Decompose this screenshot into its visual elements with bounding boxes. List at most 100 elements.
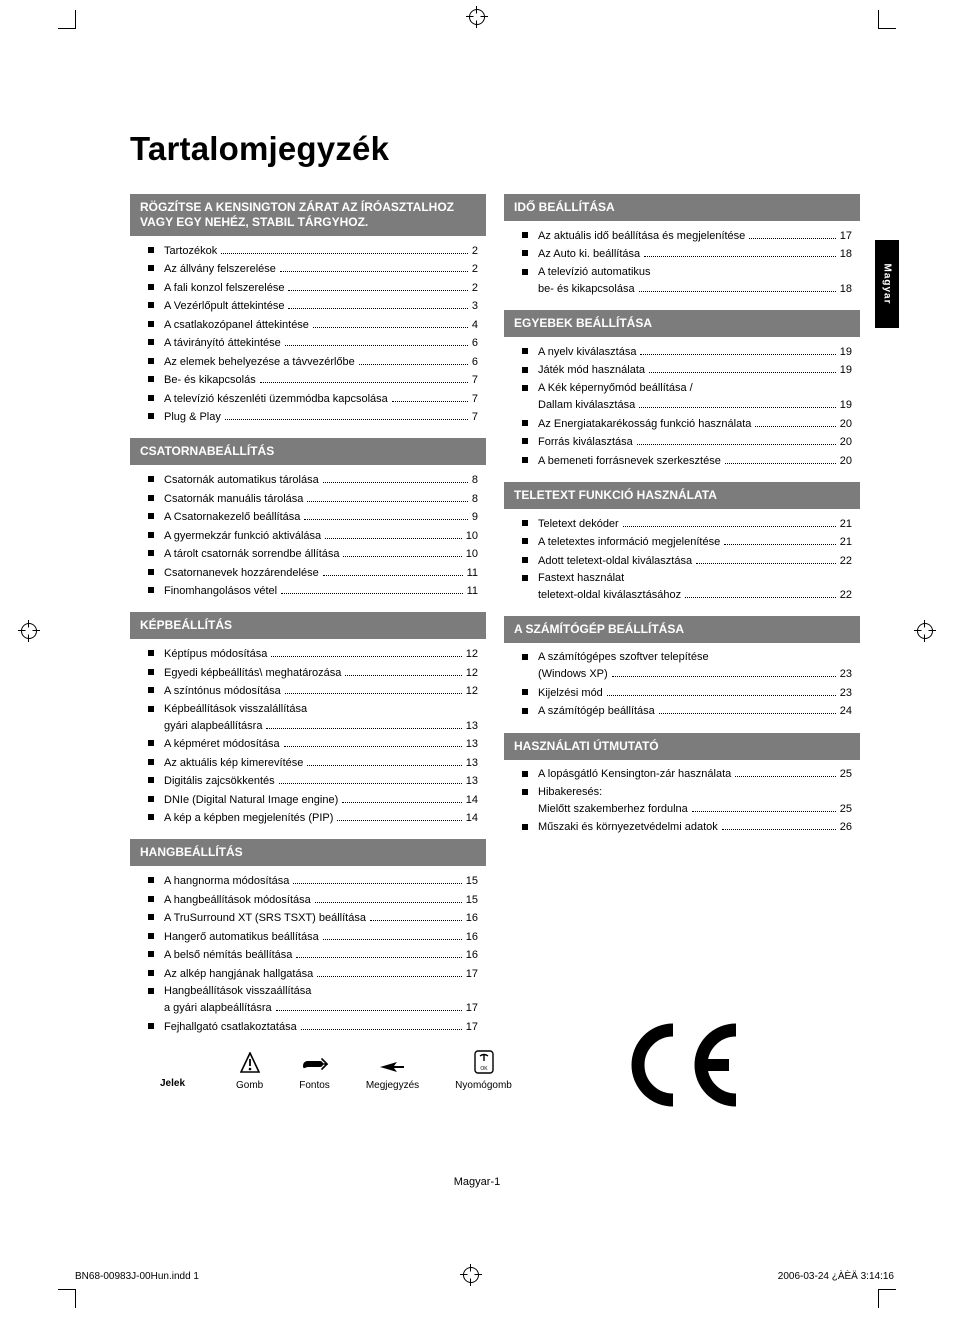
toc-leader [323, 930, 462, 940]
toc-leader [315, 893, 462, 903]
toc-leader [337, 811, 461, 821]
section-heading: KÉPBEÁLLÍTÁS [130, 612, 486, 639]
toc-item: Csatornák manuális tárolása8 [148, 492, 478, 506]
toc-item-page: 23 [840, 668, 852, 681]
toc-item-page: 19 [840, 399, 852, 412]
toc-item: Hangerő automatikus beállítása16 [148, 930, 478, 944]
toc-item-page: 7 [472, 374, 478, 387]
toc-item-label: Teletext dekóder [538, 518, 619, 531]
toc-item-page: 10 [466, 530, 478, 543]
toc-item-page: 13 [466, 720, 478, 733]
toc-item-label: Finomhangolásos vétel [164, 585, 277, 598]
toc-item-label: Forrás kiválasztása [538, 436, 633, 449]
toc-item: Játék mód használata 19 [522, 364, 852, 378]
toc-item: A fali konzol felszerelése2 [148, 281, 478, 295]
toc-item-page: 2 [472, 245, 478, 258]
toc-item-page: 13 [466, 757, 478, 770]
document-page: Magyar Tartalomjegyzék RÖGZÍTSE A KENSIN… [0, 0, 954, 1318]
toc-item-label: Műszaki és környezetvédelmi adatok [538, 821, 718, 834]
page-title: Tartalomjegyzék [130, 130, 884, 168]
toc-item-page: 18 [840, 248, 852, 261]
toc-item-label: Adott teletext-oldal kiválasztása [538, 555, 692, 568]
toc-leader [325, 529, 462, 539]
toc-leader [225, 410, 468, 420]
toc-item-label: Hangbeállítások visszaállítása [164, 985, 311, 998]
toc-item-label-cont: gyári alapbeállításra [164, 720, 262, 733]
toc-item: Egyedi képbeállítás\ meghatározása12 [148, 666, 478, 680]
toc-item: DNIe (Digital Natural Image engine)14 [148, 793, 478, 807]
toc-leader [293, 874, 461, 884]
toc-item: Plug & Play7 [148, 410, 478, 424]
toc-item-page: 21 [840, 536, 852, 549]
toc-leader [640, 345, 835, 355]
crop-mark [878, 10, 879, 28]
toc-item-label: Csatornák automatikus tárolása [164, 474, 319, 487]
toc-list: A nyelv kiválasztása19Játék mód használa… [504, 345, 860, 468]
toc-item-page: 2 [472, 282, 478, 295]
toc-leader [317, 967, 462, 977]
toc-item-page: 19 [840, 364, 852, 377]
toc-item-page: 6 [472, 337, 478, 350]
toc-item-label: Játék mód használata [538, 364, 645, 377]
toc-item: A hangbeállítások módosítása15 [148, 893, 478, 907]
toc-item-page: 20 [840, 455, 852, 468]
registration-mark-icon [466, 6, 488, 28]
toc-item-page: 8 [472, 493, 478, 506]
toc-item-label-cont: be- és kikapcsolása [538, 283, 635, 296]
toc-leader [313, 318, 468, 328]
toc-item: Az aktuális kép kimerevítése13 [148, 756, 478, 770]
icon-legend-item: OK Nyomógomb [455, 1052, 512, 1091]
toc-item: A hangnorma módosítása15 [148, 874, 478, 888]
toc-item: A távirányító áttekintése6 [148, 336, 478, 350]
toc-item: Az aktuális idő beállítása és megjelenít… [522, 229, 852, 243]
note-arrow-icon [379, 1052, 405, 1074]
toc-item-page: 13 [466, 775, 478, 788]
icon-legend-item: Fontos [299, 1052, 330, 1091]
toc-leader [307, 492, 467, 502]
toc-leader [735, 768, 836, 778]
toc-leader [280, 262, 468, 272]
section-heading: RÖGZÍTSE A KENSINGTON ZÁRAT AZ ÍRÓASZTAL… [130, 194, 486, 236]
toc-item: Finomhangolásos vétel 11 [148, 584, 478, 598]
toc-item-label: Az Auto ki. beállítása [538, 248, 640, 261]
toc-item-label: A televízió készenléti üzemmódba kapcsol… [164, 393, 388, 406]
toc-leader [221, 244, 468, 254]
crop-mark [878, 1289, 896, 1290]
toc-leader [284, 737, 462, 747]
toc-item-page: 11 [467, 567, 478, 580]
toc-item-page: 17 [466, 1002, 478, 1015]
toc-item-page: 21 [840, 518, 852, 531]
toc-item: Be- és kikapcsolás7 [148, 373, 478, 387]
toc-item: Teletext dekóder 21 [522, 517, 852, 531]
crop-mark [878, 1290, 879, 1308]
toc-item-page: 25 [840, 768, 852, 781]
toc-item: Adott teletext-oldal kiválasztása22 [522, 554, 852, 568]
toc-leader [279, 774, 462, 784]
toc-item-label: Tartozékok [164, 245, 217, 258]
toc-leader [276, 1001, 462, 1011]
toc-leader [749, 229, 835, 239]
toc-leader [285, 684, 462, 694]
toc-leader [612, 668, 836, 678]
toc-leader [722, 821, 836, 831]
toc-item-label: Fastext használat [538, 572, 624, 585]
toc-item-label: Csatornanevek hozzárendelése [164, 567, 319, 580]
toc-list: Csatornák automatikus tárolása 8Csatornák… [130, 473, 486, 598]
toc-leader [271, 647, 461, 657]
toc-leader [281, 584, 462, 594]
toc-leader [296, 948, 461, 958]
section-heading: HANGBEÁLLÍTÁS [130, 839, 486, 866]
toc-item: A kép a képben megjelenítés (PIP)14 [148, 811, 478, 825]
toc-item: A számítógépes szoftver telepítése (Windo… [522, 651, 852, 681]
icons-legend-label: Jelek [160, 1078, 200, 1091]
toc-item-page: 11 [467, 585, 478, 598]
toc-item-label-cont: (Windows XP) [538, 668, 608, 681]
remote-button-icon: OK [474, 1052, 494, 1074]
toc-leader [659, 705, 836, 715]
toc-item-label: A számítógépes szoftver telepítése [538, 651, 709, 664]
toc-item-page: 23 [840, 687, 852, 700]
crop-mark [75, 1290, 76, 1308]
toc-item-label: A belső némítás beállítása [164, 949, 292, 962]
toc-leader [685, 588, 836, 598]
toc-item-label: A képméret módosítása [164, 738, 280, 751]
